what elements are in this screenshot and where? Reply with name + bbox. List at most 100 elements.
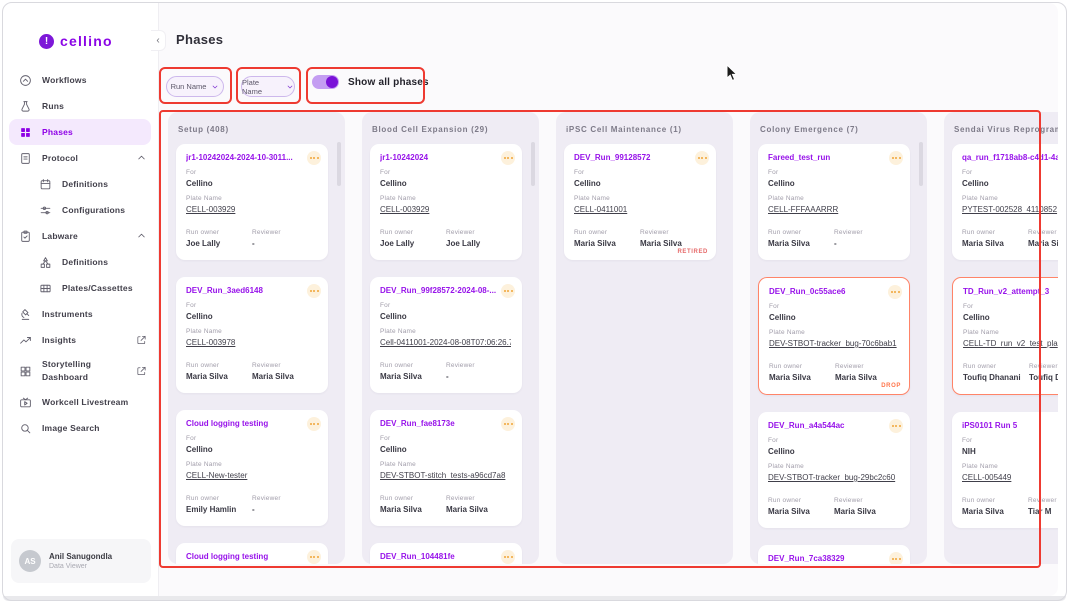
card-menu-icon[interactable] [501, 550, 515, 564]
sidebar-item-workflows[interactable]: Workflows [3, 67, 159, 93]
plate-name-link[interactable]: CELL-005449 [962, 473, 1012, 482]
card-menu-icon[interactable] [501, 417, 515, 431]
card-title[interactable]: DEV_Run_7ca38329 [768, 554, 845, 563]
card-title[interactable]: DEV_Run_99128572 [574, 153, 651, 162]
phase-card[interactable]: jr1-10242024-2024-10-3011... For Cellino Pl… [176, 144, 328, 260]
chevron-up-icon[interactable] [136, 231, 147, 242]
plate-name-link[interactable]: Cell-0411001-2024-08-08T07:06:26.7... [380, 338, 511, 347]
user-name: Anil Sanugondla [49, 552, 113, 561]
plate-name-link[interactable]: CELL-TD_run_v2_test_pla [963, 339, 1058, 348]
card-menu-icon[interactable] [307, 151, 321, 165]
plate-name-link[interactable]: CELL-FFFAAARRR [768, 205, 839, 214]
plate-name-link[interactable]: DEV-STBOT-tracker_bug-70c6bab1 [769, 339, 897, 348]
run-name-filter-dropdown[interactable]: Run Name [166, 76, 224, 97]
plate-name-filter-dropdown[interactable]: Plate Name [241, 76, 295, 97]
plate-name-link[interactable]: PYTEST-002528_4110852 [962, 205, 1058, 214]
card-title[interactable]: iPS0101 Run 5 [962, 421, 1018, 430]
card-menu-icon[interactable] [307, 550, 321, 564]
show-all-phases-toggle[interactable] [312, 75, 339, 89]
plate-name-link[interactable]: CELL-0411001 [574, 205, 628, 214]
column-setup-408: Setup (408) jr1-10242024-2024-10-3011... F… [168, 112, 345, 564]
plate-name-link[interactable]: CELL-003929 [380, 205, 430, 214]
card-menu-icon[interactable] [889, 552, 903, 564]
phase-card[interactable]: DEV_Run_0c55ace6 For Cellino Plate Name DEV-… [758, 277, 910, 395]
sidebar-item-storytelling-dashboard[interactable]: Storytelling Dashboard [3, 353, 159, 389]
card-title[interactable]: jr1-10242024 [380, 153, 429, 162]
sidebar-item-instruments[interactable]: Instruments [3, 301, 159, 327]
card-menu-icon[interactable] [501, 151, 515, 165]
column-scrollbar[interactable] [337, 142, 341, 186]
card-title[interactable]: DEV_Run_104481fe [380, 552, 455, 561]
for-label: For [186, 435, 197, 442]
card-title[interactable]: Cloud logging testing [186, 552, 269, 561]
sidebar-item-workcell-livestream[interactable]: Workcell Livestream [3, 389, 159, 415]
card-menu-icon[interactable] [695, 151, 709, 165]
run-owner-value: Maria Silva [768, 507, 810, 516]
sidebar-collapse-button[interactable]: ‹ [151, 30, 166, 51]
sidebar-item-definitions[interactable]: Definitions [3, 249, 159, 275]
card-title[interactable]: DEV_Run_99f28572-2024-08-... [380, 286, 497, 295]
column-scrollbar[interactable] [919, 142, 923, 186]
phase-card[interactable]: DEV_Run_7ca38329ForCellinoPlate NameDEV-… [758, 545, 910, 564]
card-menu-icon[interactable] [888, 285, 902, 299]
for-label: For [769, 303, 780, 310]
user-card[interactable]: AS Anil Sanugondla Data Viewer [11, 539, 151, 583]
sidebar-item-configurations[interactable]: Configurations [3, 197, 159, 223]
card-title[interactable]: Fareed_test_run [768, 153, 831, 162]
for-value: Cellino [186, 312, 213, 321]
plate-name-link[interactable]: DEV-STBOT-tracker_bug-29bc2c60 [768, 473, 896, 482]
card-menu-icon[interactable] [307, 417, 321, 431]
plate-name-link[interactable]: CELL-003978 [186, 338, 236, 347]
plate-name-link[interactable]: CELL-003929 [186, 205, 236, 214]
plate-name-label: Plate Name [768, 195, 804, 202]
phase-card[interactable]: DEV_Run_a4a544ac For Cellino Plate Name DEV-… [758, 412, 910, 528]
plate-name-link[interactable]: DEV-STBOT-stitch_tests-a96cd7a8 [380, 471, 506, 480]
sidebar-item-label: Storytelling Dashboard [42, 359, 92, 382]
card-title[interactable]: DEV_Run_0c55ace6 [769, 287, 846, 296]
for-label: For [962, 437, 973, 444]
sidebar-item-plates-cassettes[interactable]: Plates/Cassettes [3, 275, 159, 301]
chevron-up-icon[interactable] [136, 153, 147, 164]
run-owner-label: Run owner [186, 229, 220, 236]
card-title[interactable]: Cloud logging testing [186, 419, 269, 428]
for-value: Cellino [380, 312, 407, 321]
sidebar-item-labware[interactable]: Labware [3, 223, 159, 249]
phase-card[interactable]: DEV_Run_3aed6148 For Cellino Plate Name CELL… [176, 277, 328, 393]
card-menu-icon[interactable] [889, 151, 903, 165]
card-title[interactable]: qa_run_f1718ab8-c4d1-4a [962, 153, 1058, 162]
card-title[interactable]: jr1-10242024-2024-10-3011... [186, 153, 293, 162]
external-link-icon [136, 366, 147, 377]
phase-card[interactable]: DEV_Run_104481feForCellinoPlate NameCELL… [370, 543, 522, 564]
phase-card[interactable]: qa_run_f1718ab8-c4d1-4a For Cellino Plate N… [952, 144, 1058, 260]
card-menu-icon[interactable] [501, 284, 515, 298]
card-title[interactable]: DEV_Run_fae8173e [380, 419, 455, 428]
phase-card[interactable]: DEV_Run_99f28572-2024-08-... For Cellino Pl… [370, 277, 522, 393]
phase-card[interactable]: DEV_Run_fae8173e For Cellino Plate Name DEV-… [370, 410, 522, 526]
sidebar-item-image-search[interactable]: Image Search [3, 415, 159, 441]
reviewer-value: Toufiq Dhanani [1029, 373, 1058, 382]
plate-name-link[interactable]: CELL-New-tester [186, 471, 248, 480]
card-title[interactable]: DEV_Run_a4a544ac [768, 421, 845, 430]
run-name-filter-label: Run Name [170, 82, 207, 91]
reviewer-value: Maria Silva [640, 239, 682, 248]
phase-card[interactable]: jr1-10242024 For Cellino Plate Name CELL-003… [370, 144, 522, 260]
card-menu-icon[interactable] [889, 419, 903, 433]
run-owner-value: Maria Silva [769, 373, 811, 382]
sidebar-item-protocol[interactable]: Protocol [3, 145, 159, 171]
search-icon [19, 422, 32, 435]
column-scrollbar[interactable] [531, 142, 535, 186]
card-title[interactable]: TD_Run_v2_attempt_3 [963, 287, 1050, 296]
sidebar-item-runs[interactable]: Runs [3, 93, 159, 119]
phase-card[interactable]: TD_Run_v2_attempt_3 For Cellino Plate Name C… [952, 277, 1058, 395]
phase-card[interactable]: DEV_Run_99128572 For Cellino Plate Name CELL… [564, 144, 716, 260]
card-title[interactable]: DEV_Run_3aed6148 [186, 286, 263, 295]
phase-card[interactable]: iPS0101 Run 5 For NIH Plate Name CELL-005449… [952, 412, 1058, 528]
sidebar-item-phases[interactable]: Phases [9, 119, 151, 145]
sidebar-item-insights[interactable]: Insights [3, 327, 159, 353]
run-owner-label: Run owner [768, 497, 802, 504]
card-menu-icon[interactable] [307, 284, 321, 298]
phase-card[interactable]: Fareed_test_run For Cellino Plate Name CELL-… [758, 144, 910, 260]
sidebar-item-definitions[interactable]: Definitions [3, 171, 159, 197]
